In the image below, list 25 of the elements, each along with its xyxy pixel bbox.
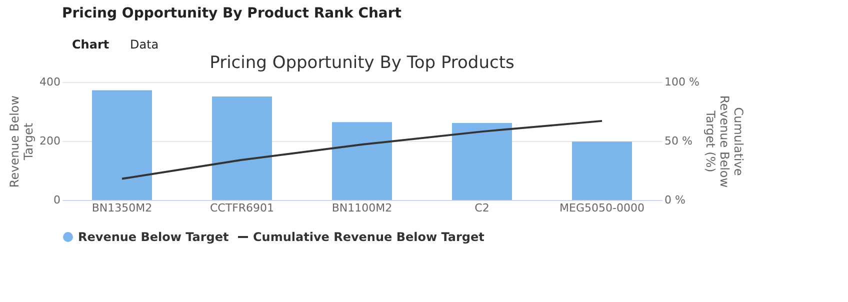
- legend-label: Revenue Below Target: [78, 230, 230, 244]
- x-tick-label: C2: [474, 202, 490, 214]
- text: Data: [130, 38, 159, 52]
- legend-label: Cumulative Revenue Below Target: [253, 230, 485, 244]
- chart-title: Pricing Opportunity By Product Rank Chart: [62, 5, 402, 22]
- bar: [212, 96, 272, 200]
- y-tick-label: 400: [40, 76, 60, 88]
- bar: [572, 142, 632, 200]
- bar: [452, 123, 512, 200]
- y2-tick-label: 50 %: [664, 134, 692, 148]
- x-tick-label: CCTFR6901: [210, 202, 274, 214]
- y2-axis-title: Cumulative Revenue Below Target (%): [703, 95, 746, 188]
- x-tick-label: BN1350M2: [92, 202, 152, 214]
- chart-subtitle: Pricing Opportunity By Top Products: [210, 53, 515, 73]
- line-series: [121, 120, 603, 180]
- bar: [332, 122, 392, 200]
- text: Chart: [72, 38, 110, 52]
- y-axis-title: Revenue Below Target: [8, 95, 36, 188]
- y-tick-label: 200: [40, 134, 60, 148]
- y2-tick-label: 100 %: [664, 76, 700, 88]
- x-tick-label: BN1100M2: [332, 202, 392, 214]
- y2-tick-label: 0 %: [664, 194, 686, 206]
- y-tick-label: 0: [54, 194, 60, 206]
- x-tick-label: MEG5050-0000: [560, 202, 644, 214]
- bar: [92, 90, 152, 200]
